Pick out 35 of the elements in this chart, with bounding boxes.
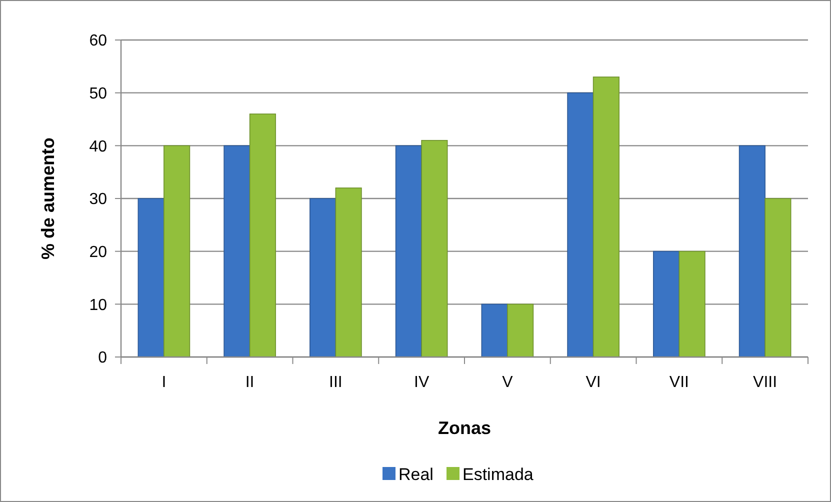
x-tick-label: III <box>329 374 342 391</box>
x-axis-title: Zonas <box>438 418 492 438</box>
legend-label: Real <box>398 464 434 484</box>
bar <box>421 140 448 358</box>
y-tick-label: 50 <box>89 85 108 102</box>
bar <box>592 76 620 358</box>
x-tick-label: IV <box>414 374 430 391</box>
bar <box>138 198 164 358</box>
x-tick-label: VI <box>586 374 601 391</box>
x-tick-label: II <box>245 374 254 391</box>
bar <box>164 145 190 358</box>
bar <box>764 198 792 358</box>
bar <box>678 250 706 358</box>
y-tick-label: 30 <box>89 191 108 208</box>
y-axis-title: % de aumento <box>38 137 58 260</box>
x-tick-label: V <box>502 374 514 391</box>
bar <box>567 92 594 358</box>
bar <box>335 188 362 358</box>
bar <box>310 198 336 358</box>
bar <box>224 145 250 358</box>
bar <box>395 145 422 358</box>
bar <box>738 145 766 358</box>
y-tick-label: 10 <box>89 296 108 314</box>
x-tick-label: I <box>162 374 166 391</box>
legend-label: Estimada <box>462 464 534 484</box>
x-tick-label: VII <box>669 374 689 391</box>
y-tick-label: 0 <box>98 350 108 367</box>
x-tick-label: VIII <box>753 374 778 391</box>
y-tick-label: 60 <box>89 32 108 50</box>
bar <box>249 114 276 358</box>
y-tick-label: 40 <box>89 138 108 156</box>
bar <box>481 304 508 358</box>
y-tick-label: 20 <box>89 244 108 261</box>
bar <box>653 250 680 358</box>
bar <box>507 304 534 358</box>
